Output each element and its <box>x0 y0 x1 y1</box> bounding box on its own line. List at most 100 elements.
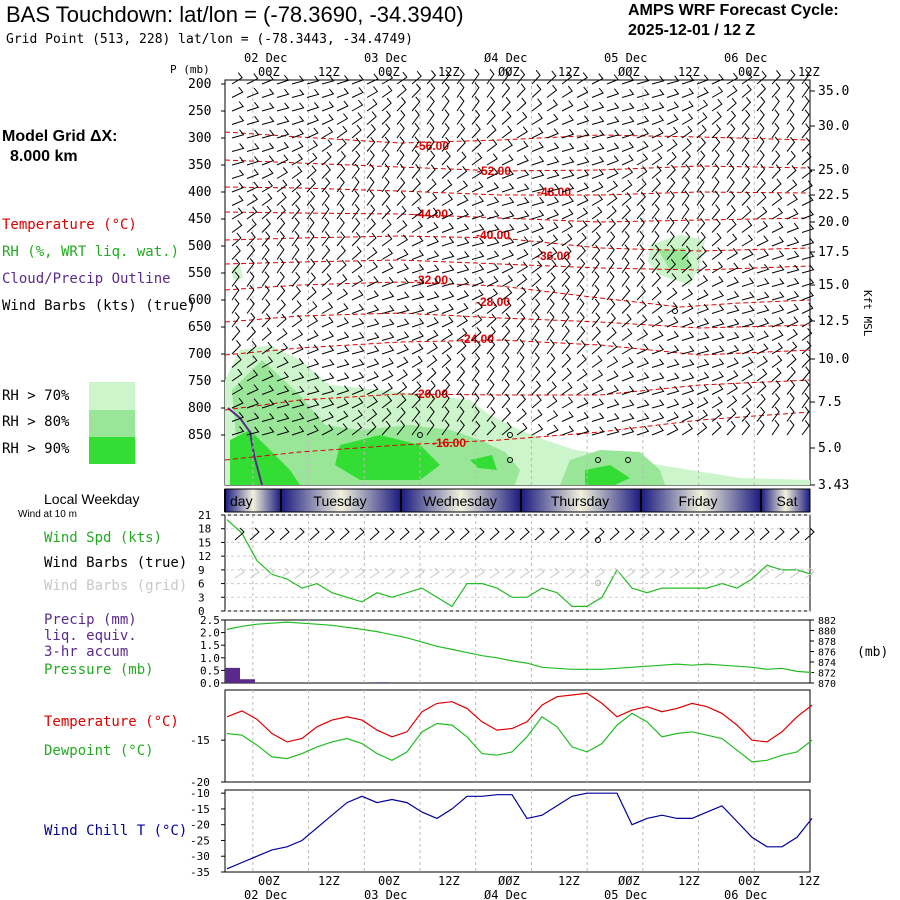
wind-barb <box>621 413 635 422</box>
wind-barb <box>486 124 497 139</box>
wind-barb <box>516 223 530 233</box>
surface-grid-wind-barb <box>519 567 530 579</box>
wind-barb <box>441 165 452 179</box>
surface-wind-barb <box>279 527 290 541</box>
surface-grid-wind-barb <box>699 567 710 579</box>
wind-barb <box>636 329 649 341</box>
wind-barb <box>591 142 605 152</box>
wind-barb <box>666 151 677 166</box>
wind-barb <box>231 368 243 382</box>
top-date-label-1: 03 Dec <box>364 51 407 65</box>
wind-barb <box>801 209 815 220</box>
wind-barb <box>426 70 437 85</box>
wind-barb <box>276 385 290 395</box>
wind-barb <box>546 128 559 139</box>
wind-barb <box>636 230 645 247</box>
wind-barb <box>396 248 409 260</box>
wind-barb <box>261 116 275 125</box>
wind-barb <box>381 163 390 179</box>
wind-barb <box>456 366 466 382</box>
bottom-hour-label-0: 00Z <box>258 874 280 888</box>
wind-barb <box>666 164 676 179</box>
wind-barb <box>516 286 527 301</box>
wind-barb <box>756 220 769 233</box>
wind-barb <box>456 82 465 98</box>
wind-barb <box>786 179 798 193</box>
wind-barb <box>336 75 350 85</box>
wind-barb <box>351 371 365 382</box>
wind-barb <box>786 277 800 287</box>
wind-barb <box>291 285 301 301</box>
wind-barb <box>486 224 500 233</box>
wind-barb <box>771 82 781 98</box>
wind-barb <box>546 170 560 179</box>
wind-barb <box>381 344 395 355</box>
wind-barb <box>336 317 350 328</box>
wind-barb <box>351 163 360 179</box>
wind-barb <box>561 271 571 287</box>
wind-barb <box>336 217 345 233</box>
wind-barb <box>681 100 694 112</box>
wind-barb <box>741 234 754 247</box>
wind-barb <box>231 340 242 355</box>
wind-barb <box>501 168 514 179</box>
wind-barb <box>321 203 330 220</box>
wind-barb <box>576 325 586 341</box>
wind-barb <box>426 342 438 355</box>
wind-barb <box>486 339 496 355</box>
wind-barb <box>786 366 796 382</box>
wind-barb <box>726 190 736 206</box>
wind-barb <box>336 303 349 314</box>
wind-barb <box>786 379 796 395</box>
wind-barb <box>486 300 498 314</box>
dewpoint-line <box>226 712 813 763</box>
wind-barb <box>246 244 256 260</box>
wind-barb <box>231 129 245 139</box>
wind-barb <box>636 191 646 206</box>
wind-barb <box>786 419 795 436</box>
top-hour-label-8: 00Z <box>738 65 760 79</box>
wind-barb <box>561 325 570 341</box>
legend-wind-true: Wind Barbs (true) <box>44 555 188 571</box>
wind-barb <box>576 220 588 233</box>
wind-barb <box>711 275 724 287</box>
surface-wind-barb <box>384 527 395 541</box>
top-hour-label-7: 12Z <box>678 65 700 79</box>
wind-barb <box>456 406 465 422</box>
wind-barb <box>561 221 574 233</box>
wind-barb <box>591 194 604 206</box>
wind-barb <box>561 195 575 206</box>
wind-barb <box>801 69 810 85</box>
wind-barb <box>366 275 379 287</box>
wind-barb <box>306 286 317 301</box>
wind-barb <box>621 399 635 409</box>
wind-barb <box>276 231 285 247</box>
legend-wind-grid: Wind Barbs (grid) <box>44 578 188 594</box>
wind-barb <box>726 247 739 260</box>
wind-barb <box>276 271 285 287</box>
wind-barb <box>696 150 706 166</box>
wind-barb <box>276 192 287 206</box>
wind-barb <box>741 71 753 85</box>
wind-barb <box>756 249 770 260</box>
rh90-swatch <box>89 437 135 464</box>
wind-barb <box>516 155 529 166</box>
wind-barb <box>471 406 480 422</box>
wind-barb <box>246 412 260 422</box>
wind-barb <box>306 204 315 220</box>
wind-barb <box>576 245 586 260</box>
wind-barb <box>531 298 541 314</box>
wind-barb <box>576 354 587 368</box>
wind-barb <box>651 230 660 247</box>
wind-speed-axis-tick-label-3: 9 <box>198 564 205 577</box>
wind-barb <box>381 357 394 368</box>
wind-barb <box>246 312 256 328</box>
wind-barb <box>591 326 601 341</box>
wind-barb <box>771 278 785 287</box>
wind-barb <box>606 399 620 409</box>
wind-barb <box>591 156 605 166</box>
wind-barb <box>246 284 255 301</box>
wind-barb <box>696 331 710 341</box>
wind-barb <box>696 163 705 179</box>
surface-wind-barb <box>309 527 320 541</box>
